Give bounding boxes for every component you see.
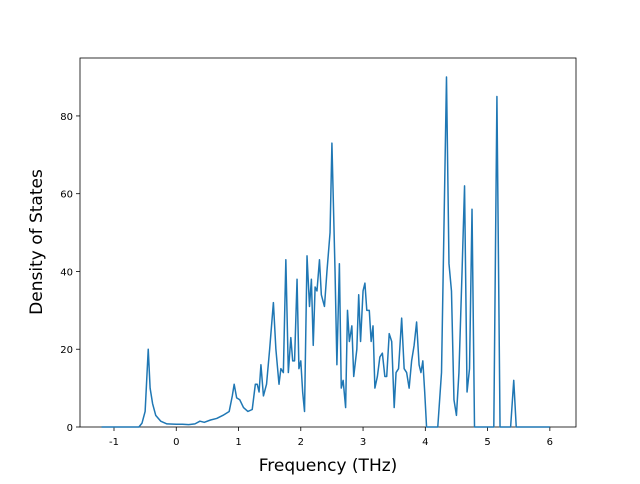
y-tick-label: 20 [60,345,73,356]
y-tick-label: 80 [60,112,73,123]
y-tick-label: 60 [60,190,73,201]
x-tick-label: 4 [422,437,428,448]
x-tick-label: 2 [298,437,304,448]
y-tick-label: 40 [60,267,73,278]
x-tick-label: 0 [173,437,179,448]
x-tick-label: 1 [235,437,241,448]
x-tick-label: -1 [109,437,119,448]
y-axis-label: Density of States [27,169,47,315]
x-tick-label: 3 [360,437,366,448]
x-tick-label: 5 [484,437,490,448]
plot-frame [79,57,577,428]
x-axis-label: Frequency (THz) [259,456,398,476]
x-tick-label: 6 [547,437,553,448]
y-tick-label: 0 [67,423,73,434]
dos-line [101,76,550,428]
